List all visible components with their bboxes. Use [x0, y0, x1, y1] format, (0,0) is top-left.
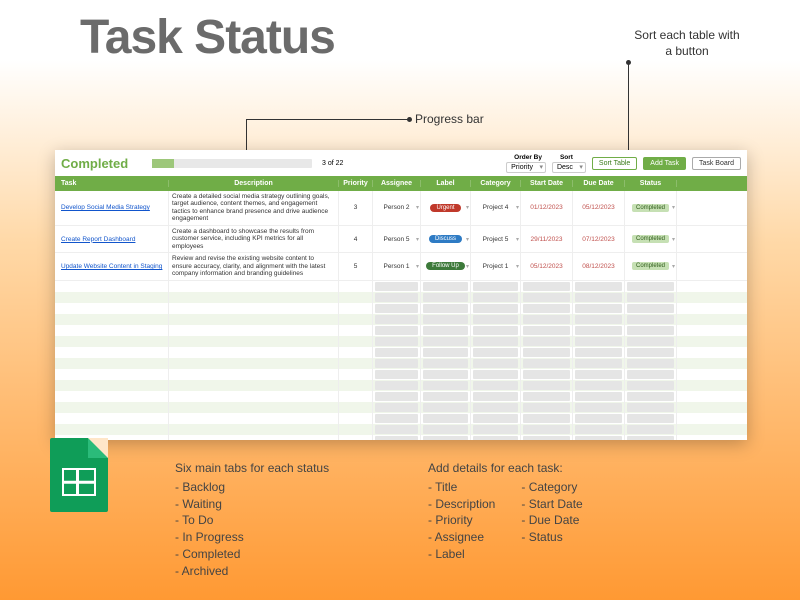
progress-bar	[152, 159, 312, 168]
status-tab-item: - To Do	[175, 512, 329, 529]
orderby-label: Order By	[514, 154, 542, 161]
start-date: 29/11/2023	[521, 226, 573, 252]
empty-row	[55, 292, 747, 303]
status-tab-item: - Completed	[175, 546, 329, 563]
status-tab-item: - Archived	[175, 563, 329, 580]
col-label: Label	[421, 180, 471, 187]
empty-row	[55, 303, 747, 314]
detail-item: - Due Date	[521, 512, 582, 529]
empty-rows	[55, 281, 747, 440]
empty-row	[55, 369, 747, 380]
category-select[interactable]: Project 4	[471, 191, 521, 225]
data-rows: Develop Social Media StrategyCreate a de…	[55, 191, 747, 281]
status-select[interactable]: Completed	[625, 226, 677, 252]
empty-row	[55, 347, 747, 358]
sort-label: Sort	[560, 154, 573, 161]
callout-progress: Progress bar	[415, 112, 484, 126]
empty-row	[55, 435, 747, 440]
col-priority: Priority	[339, 180, 373, 187]
task-link[interactable]: Create Report Dashboard	[55, 226, 169, 252]
col-task: Task	[55, 180, 169, 187]
google-sheets-icon	[50, 438, 108, 512]
bottom-right-header: Add details for each task:	[428, 460, 583, 477]
orderby-select[interactable]: Priority	[506, 162, 546, 173]
sort-select[interactable]: Desc	[552, 162, 586, 173]
bottom-right-text: Add details for each task: - Title- Desc…	[428, 460, 583, 563]
label-select[interactable]: Discuss	[421, 226, 471, 252]
due-date: 08/12/2023	[573, 253, 625, 279]
status-tab-item: - Waiting	[175, 496, 329, 513]
task-desc: Create a detailed social media strategy …	[169, 191, 339, 225]
assignee-select[interactable]: Person 5	[373, 226, 421, 252]
column-headers: Task Description Priority Assignee Label…	[55, 176, 747, 191]
detail-item: - Start Date	[521, 496, 582, 513]
task-board-button[interactable]: Task Board	[692, 157, 741, 170]
assignee-select[interactable]: Person 1	[373, 253, 421, 279]
sort-table-button[interactable]: Sort Table	[592, 157, 637, 170]
add-task-button[interactable]: Add Task	[643, 157, 686, 170]
bottom-left-text: Six main tabs for each status - Backlog-…	[175, 460, 329, 580]
empty-row	[55, 314, 747, 325]
category-select[interactable]: Project 5	[471, 226, 521, 252]
status-select[interactable]: Completed	[625, 253, 677, 279]
detail-item: - Assignee	[428, 529, 495, 546]
detail-item: - Priority	[428, 512, 495, 529]
progress-fill	[152, 159, 174, 168]
spreadsheet-panel: Completed 3 of 22 Order By Priority Sort…	[55, 150, 747, 440]
table-row: Update Website Content in StagingReview …	[55, 253, 747, 280]
empty-row	[55, 325, 747, 336]
empty-row	[55, 281, 747, 292]
assignee-select[interactable]: Person 2	[373, 191, 421, 225]
col-status: Status	[625, 180, 677, 187]
task-desc: Create a dashboard to showcase the resul…	[169, 226, 339, 252]
sheet-toolbar: Completed 3 of 22 Order By Priority Sort…	[55, 150, 747, 176]
empty-row	[55, 358, 747, 369]
task-priority: 3	[339, 191, 373, 225]
empty-row	[55, 336, 747, 347]
start-date: 05/12/2023	[521, 253, 573, 279]
callout-progress-dot	[407, 117, 412, 122]
start-date: 01/12/2023	[521, 191, 573, 225]
status-select[interactable]: Completed	[625, 191, 677, 225]
table-row: Develop Social Media StrategyCreate a de…	[55, 191, 747, 226]
sheets-fold	[88, 438, 108, 458]
empty-row	[55, 413, 747, 424]
empty-row	[55, 402, 747, 413]
detail-item: - Category	[521, 479, 582, 496]
due-date: 07/12/2023	[573, 226, 625, 252]
progress-text: 3 of 22	[322, 160, 343, 167]
detail-item: - Status	[521, 529, 582, 546]
task-priority: 4	[339, 226, 373, 252]
detail-item: - Label	[428, 546, 495, 563]
due-date: 05/12/2023	[573, 191, 625, 225]
col-assignee: Assignee	[373, 180, 421, 187]
label-select[interactable]: Urgent	[421, 191, 471, 225]
label-select[interactable]: Follow Up	[421, 253, 471, 279]
col-description: Description	[169, 180, 339, 187]
callout-sort: Sort each table with a button	[632, 28, 742, 59]
detail-item: - Description	[428, 496, 495, 513]
col-duedate: Due Date	[573, 180, 625, 187]
col-startdate: Start Date	[521, 180, 573, 187]
task-link[interactable]: Develop Social Media Strategy	[55, 191, 169, 225]
col-category: Category	[471, 180, 521, 187]
empty-row	[55, 424, 747, 435]
page-title: Task Status	[80, 10, 335, 65]
table-row: Create Report DashboardCreate a dashboar…	[55, 226, 747, 253]
empty-row	[55, 391, 747, 402]
sheets-grid	[62, 468, 96, 496]
callout-sort-dot	[626, 60, 631, 65]
bottom-left-header: Six main tabs for each status	[175, 460, 329, 477]
callout-sort-line-v	[628, 62, 629, 152]
task-link[interactable]: Update Website Content in Staging	[55, 253, 169, 279]
empty-row	[55, 380, 747, 391]
status-tab-item: - In Progress	[175, 529, 329, 546]
status-title: Completed	[61, 156, 146, 171]
status-tab-item: - Backlog	[175, 479, 329, 496]
category-select[interactable]: Project 1	[471, 253, 521, 279]
task-priority: 5	[339, 253, 373, 279]
callout-progress-line-h	[246, 119, 410, 120]
task-desc: Review and revise the existing website c…	[169, 253, 339, 279]
detail-item: - Title	[428, 479, 495, 496]
